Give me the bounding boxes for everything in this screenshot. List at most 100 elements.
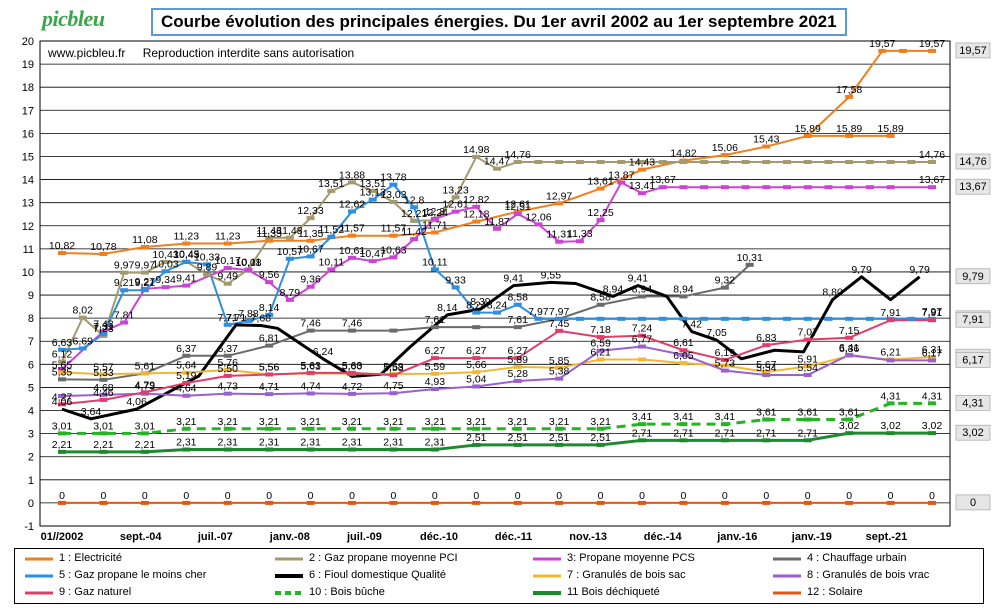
data-label: 12,3 — [425, 206, 446, 218]
data-label: 0 — [763, 490, 769, 502]
x-tick-label: déc.-10 — [420, 531, 458, 543]
data-label: 9,79 — [909, 264, 930, 276]
data-label: 5,65 — [52, 359, 73, 371]
data-label: 0 — [681, 490, 687, 502]
data-label: 12,21 — [401, 208, 427, 220]
data-label: 6,27 — [507, 345, 528, 357]
x-tick-label: janv.-19 — [791, 531, 832, 543]
x-tick-label: janv.-16 — [716, 531, 757, 543]
data-label: 8,24 — [487, 300, 508, 312]
data-label: 7,15 — [839, 325, 860, 337]
legend-label: 10 : Bois bûche — [309, 586, 385, 598]
x-tick-label: janv.-08 — [269, 531, 310, 543]
series-markers — [58, 48, 936, 505]
x-tick-label: juil.-07 — [197, 531, 233, 543]
y-tick-label: 11 — [23, 244, 34, 256]
data-label: 3,21 — [176, 416, 197, 428]
data-label: 7,68 — [251, 313, 272, 325]
data-label: 10,11 — [319, 256, 345, 268]
data-label: 7,05 — [706, 327, 727, 339]
data-label: 2,21 — [135, 439, 156, 451]
data-label: 5,61 — [300, 360, 321, 372]
data-label: 4,73 — [135, 381, 156, 393]
data-label: 14,43 — [629, 157, 655, 169]
x-tick-label: 01//2002 — [41, 531, 84, 543]
legend-swatch — [275, 557, 303, 561]
data-label: 14,76 — [505, 149, 531, 161]
data-label: 10,82 — [49, 240, 75, 252]
end-label: 6,17 — [962, 354, 983, 366]
data-label: 2,31 — [425, 437, 446, 449]
data-label: 0 — [556, 490, 562, 502]
copyright-notice: Reproduction interdite sans autorisation — [142, 46, 355, 60]
data-label: 3,21 — [300, 416, 321, 428]
series-line — [61, 319, 932, 406]
end-label: 13,67 — [959, 181, 987, 193]
y-tick-label: 8 — [28, 313, 34, 325]
data-label: 19,57 — [919, 38, 945, 50]
data-label: 4,06 — [52, 396, 73, 408]
data-label: 5,58 — [383, 361, 404, 373]
data-label: 10,78 — [90, 241, 116, 253]
data-label: 12,62 — [339, 198, 365, 210]
data-label: 6,21 — [880, 346, 901, 358]
legend-label: 12 : Solaire — [807, 586, 863, 598]
data-label: 3,02 — [880, 420, 901, 432]
series-line — [807, 49, 932, 137]
y-tick-label: 6 — [28, 359, 34, 371]
data-label: 12,06 — [525, 211, 551, 223]
data-label: 3,01 — [93, 420, 114, 432]
data-label: 14,82 — [670, 148, 696, 160]
data-label: 0 — [308, 490, 314, 502]
data-label: 3,41 — [673, 411, 694, 423]
data-label: 13,78 — [380, 172, 406, 184]
data-label: 10,43 — [173, 249, 199, 261]
series-line — [61, 183, 932, 351]
data-label: 5,91 — [797, 353, 818, 365]
data-label: 11,35 — [298, 228, 324, 240]
data-label: 11,48 — [277, 225, 303, 237]
data-label: 8,79 — [280, 287, 301, 299]
data-label: 12,18 — [463, 209, 489, 221]
legend-swatch — [773, 557, 801, 561]
data-label: 7,61 — [507, 314, 528, 326]
y-tick-label: 14 — [22, 175, 34, 187]
legend-swatch — [533, 557, 561, 561]
end-label: 19,57 — [959, 45, 987, 57]
data-label: 10,63 — [380, 244, 406, 256]
data-label: 4,06 — [126, 396, 147, 408]
data-label: 11,57 — [339, 223, 365, 235]
x-tick-label: nov.-13 — [569, 531, 607, 543]
y-tick-label: 5 — [28, 382, 34, 394]
data-label: 5,35 — [52, 366, 73, 378]
y-tick-label: 10 — [22, 267, 34, 279]
data-label: 11,71 — [422, 219, 448, 231]
data-label: 6,77 — [632, 334, 653, 346]
data-label: 6,27 — [425, 345, 446, 357]
data-label: 13,61 — [587, 176, 613, 188]
data-label: 8,94 — [632, 283, 653, 295]
data-label: 2,31 — [300, 437, 321, 449]
data-label: 11,35 — [256, 228, 282, 240]
data-label: 9,27 — [135, 276, 156, 288]
y-tick-label: 7 — [28, 336, 34, 348]
end-label-box — [955, 424, 991, 441]
data-label: 5,54 — [756, 362, 777, 374]
data-label: 0 — [101, 490, 107, 502]
data-label: 6,41 — [839, 342, 860, 354]
y-tick-label: 19 — [22, 59, 34, 71]
data-label: 3,41 — [632, 411, 653, 423]
data-label: 11,57 — [381, 223, 407, 235]
y-tick-label: 13 — [22, 198, 34, 210]
data-label: 6,27 — [466, 345, 487, 357]
data-label: 10,33 — [194, 251, 220, 263]
data-label: 0 — [266, 490, 272, 502]
data-label: 7,43 — [93, 318, 114, 330]
data-label: 5,33 — [93, 367, 114, 379]
data-label: 14,47 — [484, 156, 510, 168]
end-label-box — [955, 494, 991, 511]
data-label: 0 — [432, 490, 438, 502]
data-label: 7,23 — [93, 323, 114, 335]
data-label: 13,88 — [339, 169, 365, 181]
